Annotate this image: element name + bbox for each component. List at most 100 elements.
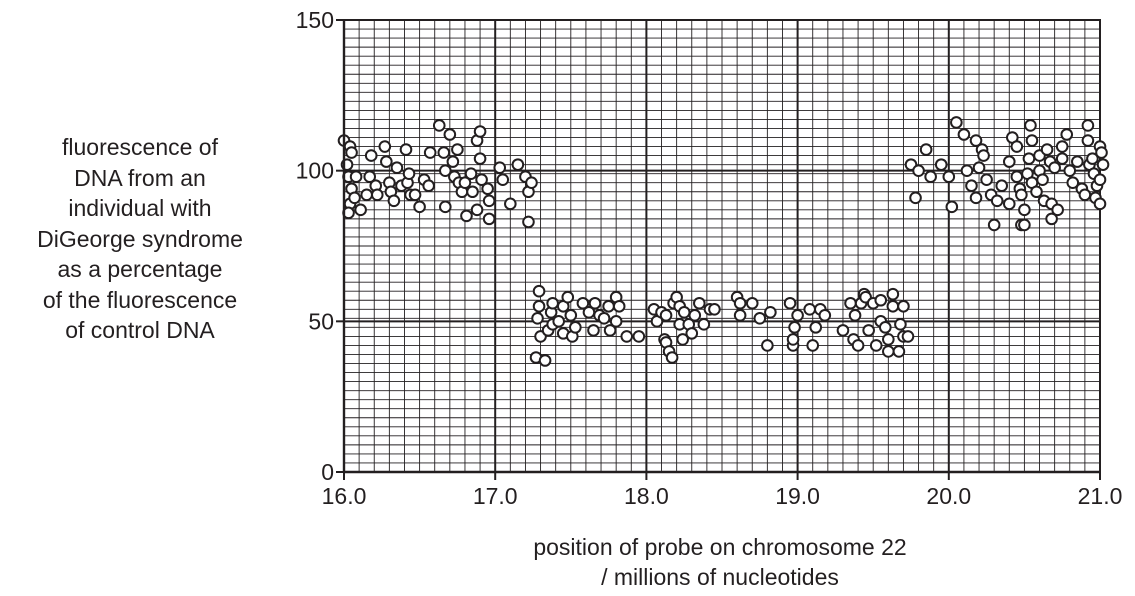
data-point (522, 215, 535, 229)
data-point (363, 170, 377, 183)
data-point (587, 324, 600, 337)
data-point (909, 191, 922, 205)
data-point (818, 309, 832, 322)
x-tick-label: 17.0 (473, 483, 518, 509)
data-point (1071, 155, 1084, 168)
data-point (439, 200, 452, 214)
data-point (561, 290, 575, 304)
data-point (602, 299, 615, 313)
data-point (460, 209, 473, 223)
y-axis-label-line: of the fluorescence (42, 286, 238, 313)
data-point (901, 330, 915, 343)
y-axis-label-line: fluorescence of (62, 134, 218, 160)
data-point (1093, 173, 1107, 187)
data-point (370, 188, 384, 202)
data-point (552, 315, 566, 328)
data-point (924, 170, 937, 183)
data-point (473, 125, 487, 138)
data-point (1096, 158, 1110, 171)
data-point (1055, 140, 1069, 153)
data-point (791, 309, 804, 322)
data-point (836, 324, 850, 337)
y-axis-label-line: individual with (68, 195, 212, 221)
data-point (1030, 185, 1043, 199)
data-point (437, 146, 451, 159)
data-point (886, 287, 900, 301)
data-point (1048, 161, 1061, 174)
x-tick-label: 16.0 (322, 483, 367, 509)
data-point (482, 194, 496, 208)
data-point (980, 173, 993, 187)
data-point (676, 333, 689, 346)
data-point (481, 182, 494, 196)
data-point (764, 305, 777, 319)
tick-labels: 0 50 100 150 16.0 17.0 18.0 19.0 20.0 21.0 (296, 7, 1123, 509)
data-point (413, 200, 426, 214)
data-point (1010, 140, 1024, 153)
data-point (1024, 119, 1037, 132)
data-point (786, 333, 800, 346)
data-point (1002, 197, 1016, 211)
data-point (475, 173, 488, 187)
data-point (693, 296, 706, 310)
x-tick-label: 18.0 (624, 483, 669, 509)
data-point (803, 302, 816, 316)
x-axis-label-line: / millions of nucleotides (601, 564, 839, 590)
data-point (632, 330, 646, 343)
data-point (531, 312, 544, 325)
data-point (443, 128, 457, 141)
data-point (869, 339, 883, 352)
data-point (969, 191, 983, 205)
data-point (408, 188, 422, 202)
data-point (511, 158, 525, 171)
data-point (960, 164, 974, 177)
data-point (783, 296, 797, 310)
data-point (532, 299, 546, 313)
x-axis-label: position of probe on chromosome 22 / mil… (420, 532, 1020, 592)
data-point (874, 293, 888, 307)
data-point (1093, 197, 1107, 211)
data-point (753, 312, 767, 325)
data-point (851, 339, 865, 352)
data-point (897, 299, 910, 313)
data-point (1002, 155, 1016, 168)
data-point (1051, 203, 1064, 217)
data-point (439, 164, 452, 177)
data-point (588, 296, 602, 310)
data-point (360, 188, 373, 202)
data-point (612, 299, 626, 313)
data-point (886, 299, 900, 313)
data-point (697, 318, 711, 331)
data-point (788, 321, 801, 334)
data-point (345, 146, 358, 159)
data-point (945, 200, 959, 214)
data-point (1045, 212, 1058, 226)
data-point (912, 164, 925, 177)
data-point (569, 321, 582, 334)
y-axis-label-line: DiGeorge syndrome (37, 225, 243, 252)
data-point (882, 333, 895, 346)
data-point (546, 296, 559, 310)
data-point (677, 305, 691, 319)
data-point (685, 327, 699, 340)
data-point (532, 284, 546, 298)
data-point (1015, 188, 1028, 202)
data-point (451, 143, 464, 156)
y-tick-label: 150 (296, 7, 334, 33)
data-point (348, 191, 361, 205)
y-tick-label: 100 (296, 158, 334, 184)
data-point (349, 170, 363, 183)
data-point (665, 351, 679, 364)
data-point (525, 176, 538, 190)
data-point (957, 128, 971, 141)
data-point (733, 296, 747, 310)
data-points (337, 116, 1110, 367)
y-axis-label-line: as a percentage (57, 256, 223, 282)
data-point (378, 140, 392, 153)
data-point (1095, 146, 1108, 159)
data-point (1018, 203, 1031, 217)
data-point (1022, 152, 1036, 165)
data-point (354, 203, 367, 217)
y-tick-label: 50 (308, 308, 334, 334)
